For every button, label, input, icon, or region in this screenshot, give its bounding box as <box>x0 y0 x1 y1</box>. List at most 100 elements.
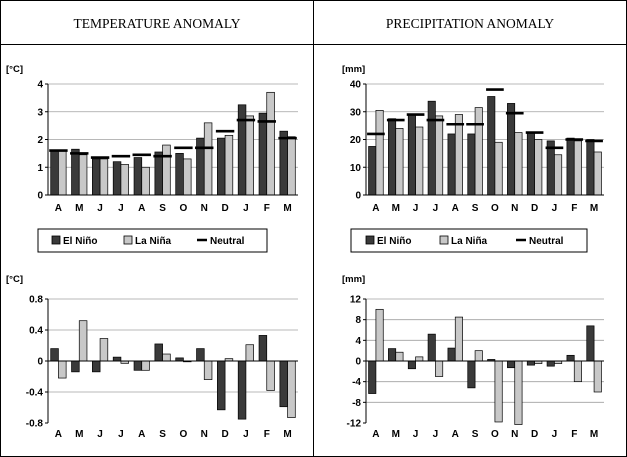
y-axis-unit: [mm] <box>342 64 365 75</box>
bar-el-nino <box>237 360 247 420</box>
x-tick-label: M <box>392 429 400 440</box>
x-tick-label: A <box>138 203 145 214</box>
x-tick-label: D <box>531 203 538 214</box>
bar-el-nino <box>467 133 476 196</box>
x-tick-label: J <box>433 429 439 440</box>
y-tick-label: 2 <box>37 135 43 146</box>
legend-label-el-nino: El Niño <box>377 236 411 247</box>
y-tick-label: 30 <box>350 107 362 118</box>
legend-swatch-el-nino <box>51 235 61 245</box>
bar-el-nino <box>467 360 476 389</box>
bar-la-nina <box>141 360 150 371</box>
header-precipitation: PRECIPITATION ANOMALY <box>386 16 554 31</box>
bar-el-nino <box>447 347 456 362</box>
bar-el-nino <box>427 100 436 196</box>
y-tick-label: 4 <box>355 336 361 347</box>
bar-la-nina <box>573 140 582 196</box>
y-tick-label: 8 <box>355 315 361 326</box>
x-tick-label: O <box>491 429 499 440</box>
y-tick-label: 12 <box>350 295 362 306</box>
x-tick-label: M <box>392 203 400 214</box>
x-tick-label: O <box>491 203 499 214</box>
chart-temperature-anomaly: -0.8 -0.4 0 0.4 0.8 [°C] A M J J A S O N D J F M <box>6 274 298 440</box>
bar-la-nina <box>573 360 582 383</box>
x-tick-label: J <box>118 429 124 440</box>
bar-la-nina <box>287 136 296 196</box>
bar-el-nino <box>175 153 184 196</box>
bar-la-nina <box>474 107 483 196</box>
bar-el-nino <box>407 360 416 370</box>
x-tick-label: J <box>552 429 558 440</box>
bar-el-nino <box>279 130 288 196</box>
bar-la-nina <box>554 154 563 196</box>
legend-label-el-nino: El Niño <box>63 236 97 247</box>
bar-la-nina <box>395 128 404 196</box>
x-tick-label: J <box>118 203 124 214</box>
x-tick-label: A <box>55 203 62 214</box>
x-tick-label: A <box>372 203 379 214</box>
x-tick-label: S <box>159 203 166 214</box>
x-tick-label: J <box>243 203 249 214</box>
bar-la-nina <box>593 151 602 196</box>
y-tick-label: -0.4 <box>26 388 44 399</box>
bar-la-nina <box>593 360 602 393</box>
bar-la-nina <box>245 115 254 196</box>
legend-swatch-la-nina <box>439 235 449 245</box>
bar-el-nino <box>217 360 226 411</box>
x-tick-label: J <box>552 203 558 214</box>
bar-la-nina <box>435 360 444 377</box>
x-tick-label: S <box>472 203 479 214</box>
bar-el-nino <box>133 157 143 196</box>
x-tick-label: A <box>372 429 379 440</box>
x-tick-label: J <box>97 203 103 214</box>
bar-el-nino <box>112 161 122 196</box>
bar-la-nina <box>514 132 523 196</box>
bar-la-nina <box>203 122 213 196</box>
bar-el-nino <box>217 137 226 196</box>
bar-la-nina <box>58 150 67 196</box>
x-tick-label: J <box>243 429 249 440</box>
bar-el-nino <box>526 360 535 366</box>
bar-el-nino <box>388 118 397 196</box>
bar-la-nina <box>203 360 213 380</box>
bar-el-nino <box>427 333 436 362</box>
x-tick-label: J <box>413 203 419 214</box>
x-tick-label: M <box>590 429 598 440</box>
legend-label-la-nina: La Niña <box>135 236 172 247</box>
bar-el-nino <box>368 360 377 394</box>
y-tick-label: 40 <box>350 80 362 91</box>
x-tick-label: F <box>264 203 270 214</box>
chart-precipitation-anomaly: -12 -8 -4 0 4 8 12 [mm] A M J J A S O N D J F M <box>342 274 604 440</box>
y-tick-label: 0.4 <box>29 326 43 337</box>
legend-swatch-el-nino <box>365 235 375 245</box>
x-tick-label: M <box>75 203 83 214</box>
bar-la-nina <box>454 114 463 196</box>
x-tick-label: N <box>201 429 208 440</box>
legend-label-la-nina: La Niña <box>451 236 488 247</box>
bar-el-nino <box>566 354 575 362</box>
bar-la-nina <box>454 316 463 362</box>
bar-la-nina <box>534 139 543 196</box>
x-tick-label: J <box>433 203 439 214</box>
y-tick-label: 3 <box>37 107 43 118</box>
chart-precipitation-absolute: 0 10 20 30 40 [mm] A M J J A S O N D J F M <box>342 64 604 214</box>
bar-la-nina <box>162 144 171 196</box>
bar-la-nina <box>435 115 444 196</box>
bar-la-nina <box>474 350 483 362</box>
bar-la-nina <box>266 360 275 391</box>
bar-la-nina <box>183 158 192 196</box>
x-tick-label: A <box>452 429 459 440</box>
bar-el-nino <box>154 151 163 196</box>
y-tick-label: -4 <box>352 377 361 388</box>
y-tick-label: -12 <box>347 419 362 430</box>
x-tick-label: O <box>180 429 188 440</box>
bar-la-nina <box>99 338 109 362</box>
bar-el-nino <box>71 360 80 373</box>
bar-el-nino <box>237 104 247 196</box>
x-tick-label: F <box>571 429 577 440</box>
bar-la-nina <box>99 158 109 196</box>
bar-la-nina <box>494 360 503 423</box>
bar-la-nina <box>141 166 150 196</box>
bar-la-nina <box>120 164 129 196</box>
bar-el-nino <box>50 150 59 196</box>
